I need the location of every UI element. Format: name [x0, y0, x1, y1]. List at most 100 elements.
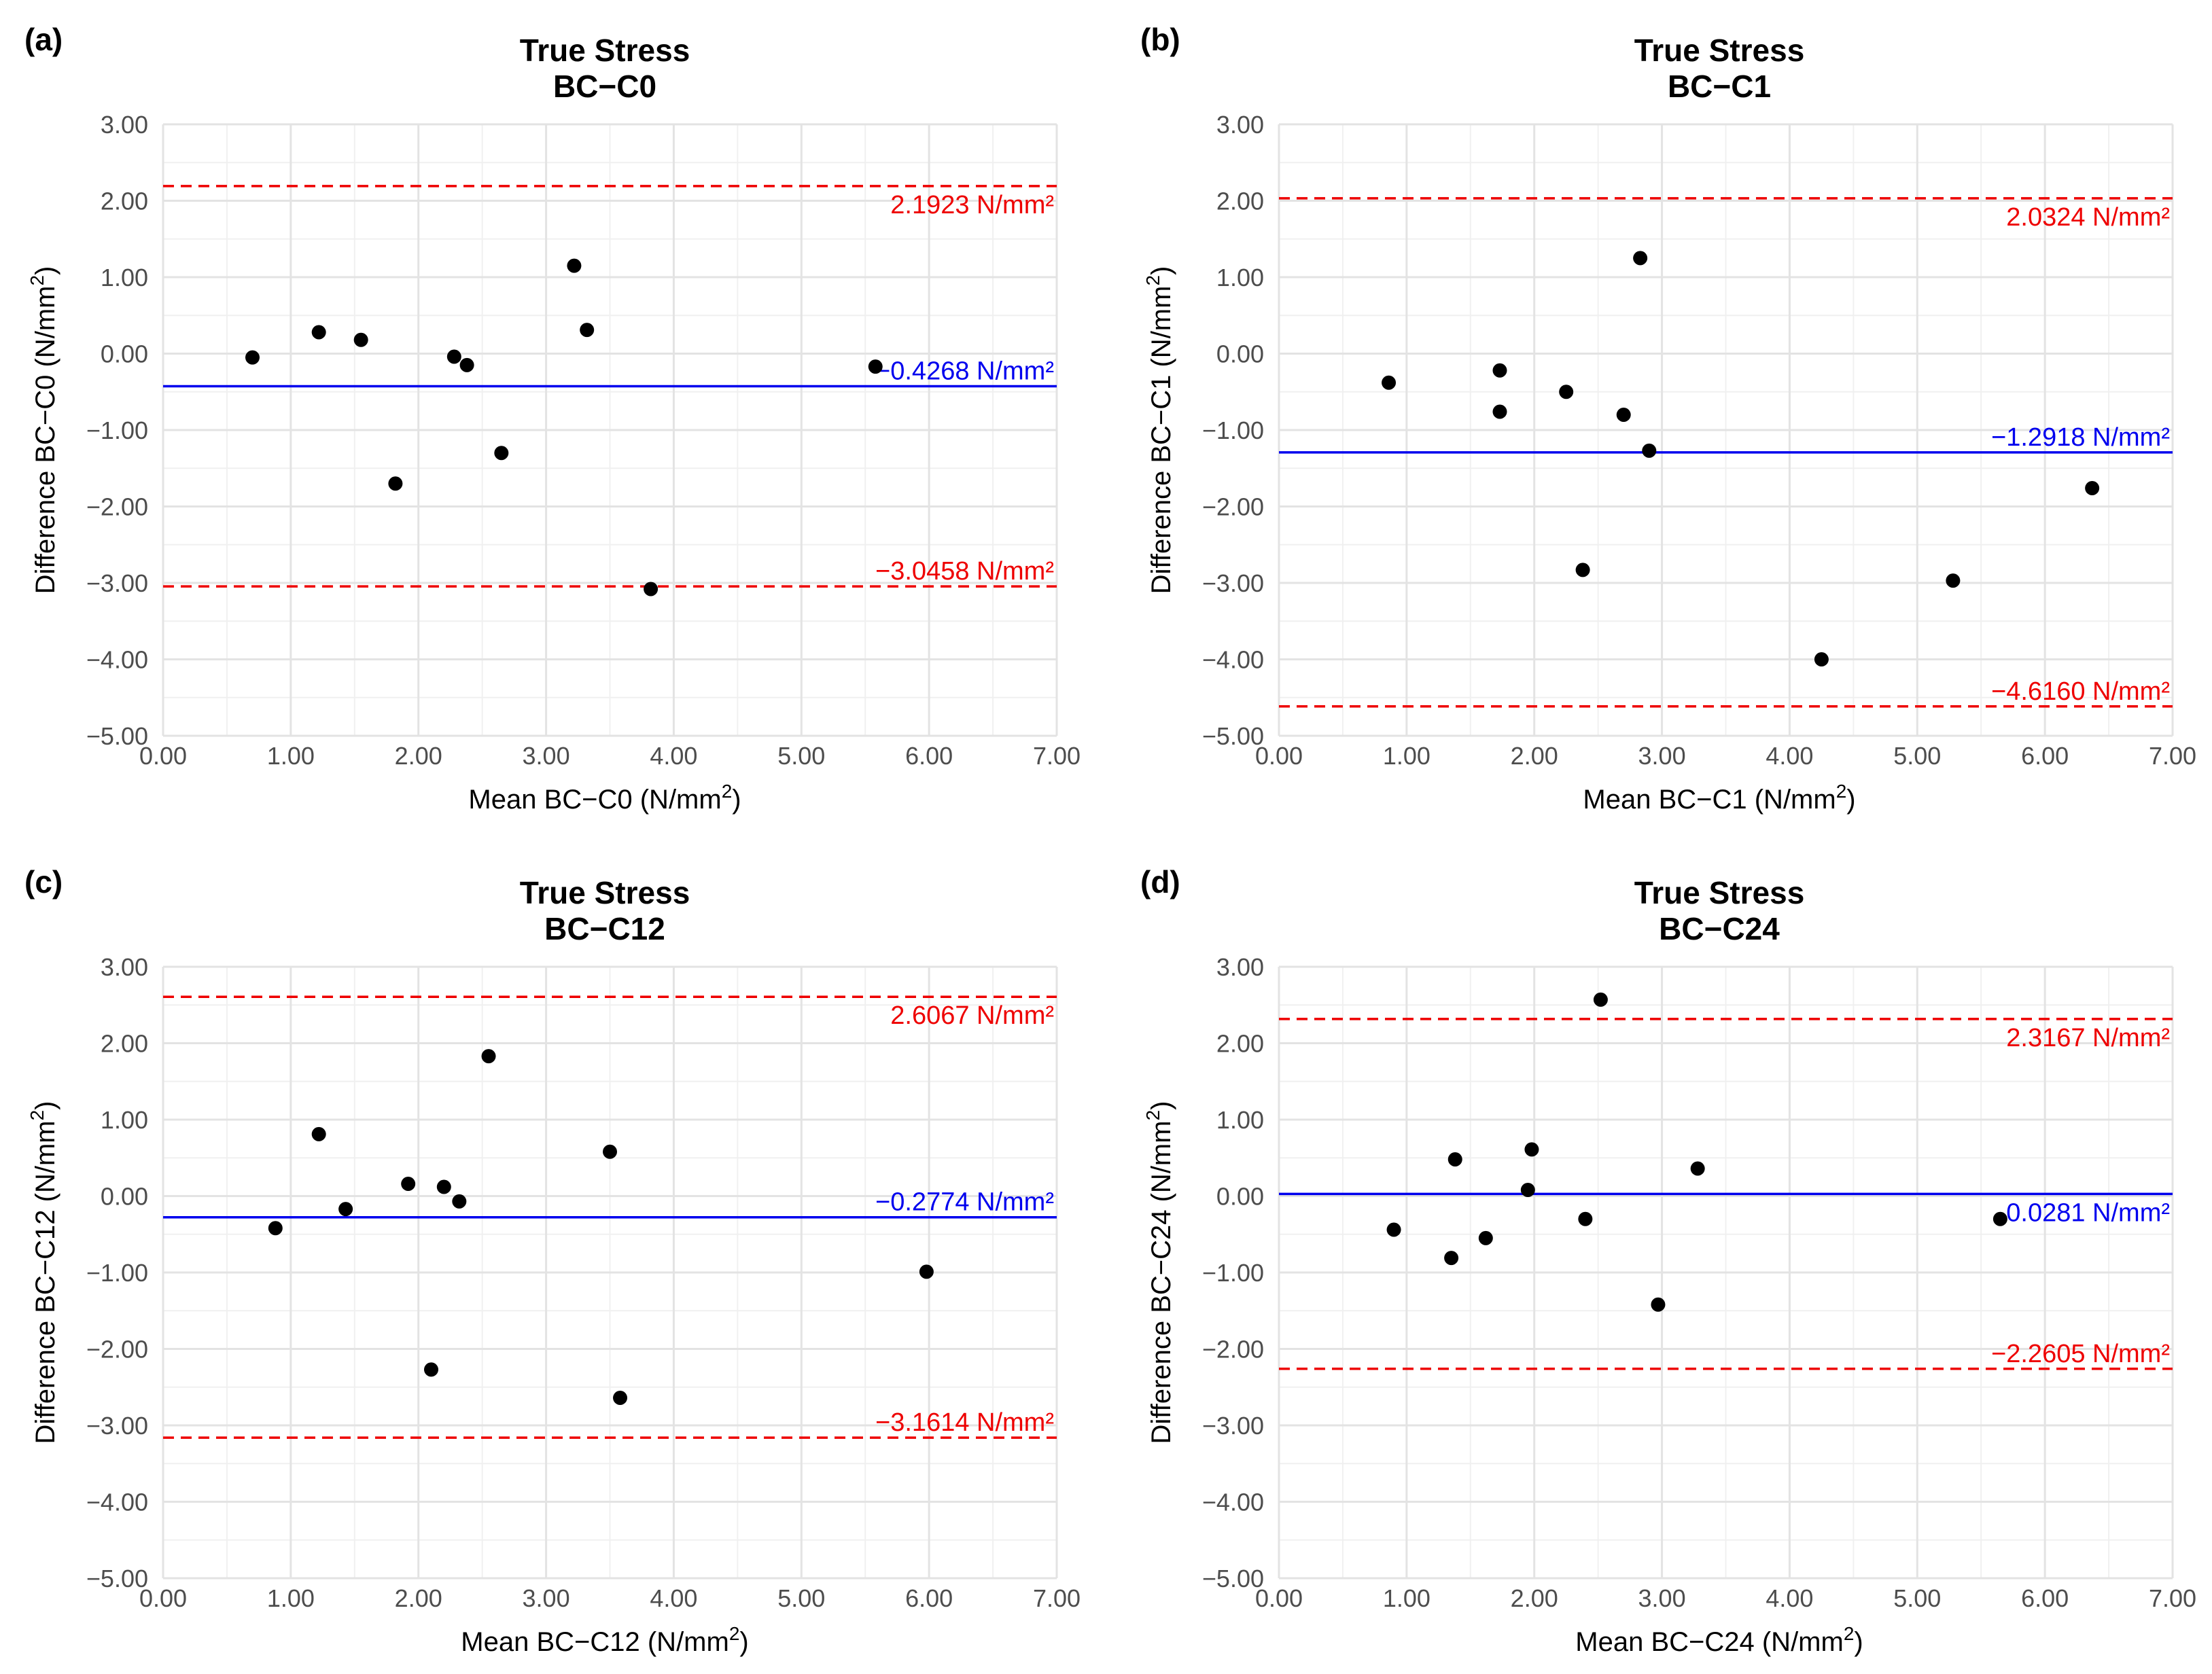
y-tick-label: −2.00: [1202, 1336, 1264, 1364]
data-point: [1575, 563, 1590, 577]
x-tick-label: 0.00: [1255, 1584, 1303, 1612]
x-tick-label: 2.00: [1511, 742, 1558, 770]
chart-subtitle: BC−C0: [553, 69, 656, 104]
data-point: [1559, 385, 1574, 399]
y-tick-label: −5.00: [1202, 1565, 1264, 1592]
data-point: [353, 332, 368, 347]
x-tick-label: 3.00: [1638, 1584, 1686, 1612]
data-point: [567, 258, 582, 273]
x-tick-label: 0.00: [139, 1584, 187, 1612]
y-tick-label: 1.00: [101, 264, 148, 291]
y-tick-label: 3.00: [101, 111, 148, 139]
x-tick-label: 1.00: [1383, 742, 1430, 770]
data-point: [245, 350, 260, 365]
x-tick-label: 2.00: [1511, 1584, 1558, 1612]
y-tick-label: 3.00: [1216, 953, 1264, 981]
x-tick-label: 3.00: [523, 742, 570, 770]
chart-subtitle: BC−C1: [1668, 69, 1771, 104]
data-point: [919, 1264, 934, 1279]
data-point: [1444, 1251, 1459, 1266]
x-tick-label: 3.00: [1638, 742, 1686, 770]
y-tick-label: 2.00: [101, 188, 148, 215]
y-tick-label: −3.00: [86, 569, 148, 597]
data-point: [644, 582, 659, 596]
panel-label: (a): [24, 22, 63, 57]
y-tick-label: −4.00: [86, 1489, 148, 1516]
panel-label: (d): [1140, 864, 1180, 900]
data-point: [1814, 652, 1829, 666]
data-point: [2085, 481, 2100, 495]
y-tick-label: 3.00: [101, 953, 148, 981]
chart-subtitle: BC−C24: [1659, 911, 1780, 946]
x-tick-label: 2.00: [395, 742, 442, 770]
y-tick-label: −1.00: [86, 1259, 148, 1287]
y-tick-label: −5.00: [1202, 722, 1264, 750]
data-point: [1382, 375, 1397, 390]
data-point: [1651, 1297, 1666, 1312]
data-point: [1946, 573, 1961, 588]
y-tick-label: −5.00: [86, 722, 148, 750]
x-tick-label: 0.00: [1255, 742, 1303, 770]
x-axis-title: Mean BC−C0 (N/mm2): [468, 781, 741, 815]
data-point: [311, 325, 326, 340]
lower-loa-label: −2.2605 N/mm²: [1991, 1340, 2170, 1368]
data-point: [580, 323, 595, 338]
data-point: [1492, 404, 1507, 419]
y-tick-label: 2.00: [1216, 188, 1264, 215]
y-tick-label: −1.00: [1202, 1259, 1264, 1287]
x-tick-label: 5.00: [1893, 1584, 1941, 1612]
y-tick-label: 0.00: [101, 340, 148, 368]
x-axis-title: Mean BC−C12 (N/mm2): [461, 1623, 748, 1657]
x-tick-label: 1.00: [1383, 1584, 1430, 1612]
y-tick-label: −2.00: [86, 493, 148, 521]
y-tick-label: −4.00: [1202, 1489, 1264, 1516]
y-tick-label: −1.00: [86, 416, 148, 444]
y-tick-label: −3.00: [86, 1412, 148, 1440]
y-axis-title: Difference BC−C1 (N/mm2): [1142, 266, 1176, 594]
x-tick-label: 1.00: [267, 742, 315, 770]
x-tick-label: 4.00: [1766, 1584, 1813, 1612]
data-point: [1478, 1230, 1493, 1245]
data-point: [1520, 1183, 1535, 1197]
data-point: [1386, 1222, 1401, 1237]
y-tick-label: 0.00: [101, 1183, 148, 1211]
upper-loa-label: 2.3167 N/mm²: [2006, 1024, 2170, 1052]
data-point: [868, 359, 883, 374]
panel-label: (c): [24, 864, 63, 900]
data-point: [268, 1221, 283, 1236]
y-tick-label: 2.00: [1216, 1030, 1264, 1058]
mean-bias-label: 0.0281 N/mm²: [2006, 1198, 2170, 1227]
y-tick-label: −3.00: [1202, 1412, 1264, 1440]
y-tick-label: −2.00: [1202, 493, 1264, 521]
y-axis-title: Difference BC−C12 (N/mm2): [27, 1101, 60, 1444]
x-tick-label: 5.00: [777, 742, 825, 770]
y-tick-label: 1.00: [1216, 264, 1264, 291]
data-point: [481, 1049, 496, 1064]
x-tick-label: 4.00: [1766, 742, 1813, 770]
lower-loa-label: −4.6160 N/mm²: [1991, 677, 2170, 706]
data-point: [1524, 1142, 1539, 1157]
data-point: [1992, 1211, 2007, 1226]
upper-loa-label: 2.0324 N/mm²: [2006, 203, 2170, 232]
y-tick-label: 1.00: [101, 1106, 148, 1134]
data-point: [1492, 363, 1507, 378]
x-tick-label: 6.00: [905, 742, 953, 770]
x-tick-label: 7.00: [2149, 1584, 2196, 1612]
y-tick-label: −5.00: [86, 1565, 148, 1592]
y-tick-label: −1.00: [1202, 416, 1264, 444]
mean-bias-label: −0.4268 N/mm²: [875, 357, 1054, 386]
data-point: [424, 1362, 438, 1377]
data-point: [1447, 1152, 1462, 1167]
y-tick-label: −4.00: [86, 646, 148, 674]
y-axis-title: Difference BC−C0 (N/mm2): [27, 266, 60, 594]
y-tick-label: −4.00: [1202, 646, 1264, 674]
chart-subtitle: BC−C12: [544, 911, 665, 946]
chart-title: True Stress: [1634, 875, 1805, 910]
data-point: [401, 1177, 416, 1191]
x-tick-label: 0.00: [139, 742, 187, 770]
x-axis-title: Mean BC−C24 (N/mm2): [1575, 1623, 1863, 1657]
upper-loa-label: 2.1923 N/mm²: [890, 191, 1054, 219]
data-point: [1616, 408, 1631, 422]
